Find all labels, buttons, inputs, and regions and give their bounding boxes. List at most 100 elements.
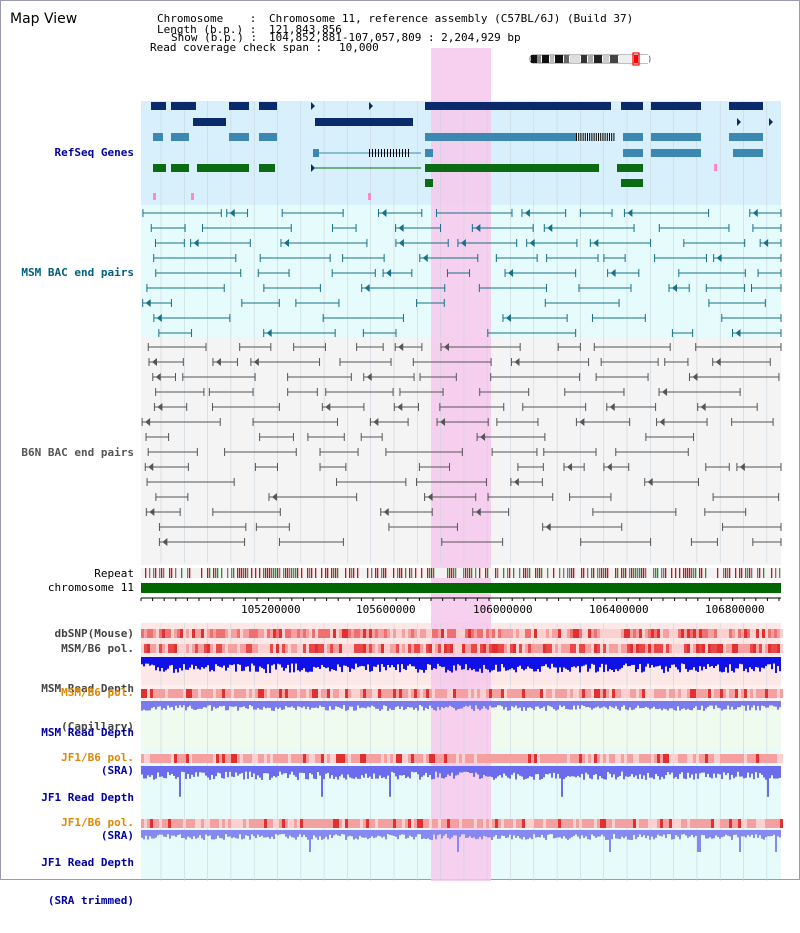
msm-depth-sra-bar bbox=[199, 701, 201, 709]
track-label-dbsnp[interactable]: dbSNP(Mouse) bbox=[54, 627, 134, 640]
jf1-b6-pol-cell bbox=[234, 754, 237, 763]
msm-b6-pol-cell bbox=[729, 644, 732, 653]
jf1-depth-bar bbox=[727, 766, 729, 774]
repeat-element bbox=[587, 568, 589, 578]
pink-feature bbox=[191, 193, 194, 200]
msm-depth-sra-bar bbox=[555, 701, 557, 711]
repeat-element bbox=[401, 568, 403, 578]
repeat-element bbox=[507, 568, 509, 578]
jf1-depth-bar bbox=[367, 766, 369, 778]
msm-depth-capillary-bar bbox=[225, 657, 227, 671]
track-label-jf1-read-depth[interactable]: JF1 Read Depth (SRA) bbox=[41, 767, 134, 868]
jf1-depth-bar bbox=[657, 766, 659, 777]
msm-depth-sra-bar bbox=[161, 701, 163, 710]
jf1-depth-trim-bar bbox=[765, 830, 767, 838]
repeat-element bbox=[169, 568, 171, 578]
b6n-bac-pair-arrow bbox=[443, 343, 449, 351]
msm-b6-pol-sra-cell bbox=[510, 689, 513, 698]
msm-b6-pol-sra-cell bbox=[282, 689, 285, 698]
jf1-depth-trim-bar bbox=[533, 830, 535, 835]
msm-b6-pol-sra-cell bbox=[177, 689, 180, 698]
msm-b6-pol-cell bbox=[423, 644, 426, 653]
jf1-depth-bar bbox=[329, 766, 331, 779]
jf1-b6-pol-trim-cell bbox=[207, 819, 210, 828]
track-label-msm-bac-end-pairs[interactable]: MSM BAC end pairs bbox=[21, 266, 134, 279]
msm-depth-capillary-bar bbox=[779, 657, 781, 672]
track-label-refseq-genes[interactable]: RefSeq Genes bbox=[54, 146, 134, 159]
jf1-depth-bar bbox=[491, 766, 493, 778]
msm-depth-capillary-bar bbox=[399, 657, 401, 673]
track-label-msm-b6-pol[interactable]: MSM/B6 pol. bbox=[61, 642, 134, 655]
gene-exon bbox=[729, 102, 763, 110]
track-label-chromosome[interactable]: chromosome 11 bbox=[47, 581, 134, 594]
msm-b6-pol-sra-cell bbox=[195, 689, 198, 698]
msm-b6-pol-cell bbox=[405, 644, 408, 653]
msm-b6-pol-cell bbox=[750, 644, 753, 653]
msm-b6-pol-sra-cell bbox=[246, 689, 249, 698]
exon-tick bbox=[584, 133, 586, 141]
jf1-depth-trim-bar bbox=[573, 830, 575, 836]
msm-b6-pol-sra-cell bbox=[462, 689, 465, 698]
jf1-b6-pol-cell bbox=[366, 754, 369, 763]
jf1-depth-bar bbox=[155, 766, 157, 779]
jf1-depth-trim-bar bbox=[401, 830, 403, 835]
genome-tracks-canvas[interactable] bbox=[1, 1, 800, 881]
msm-depth-capillary-bar bbox=[219, 657, 221, 667]
msm-b6-pol-sra-cell bbox=[630, 689, 633, 698]
jf1-depth-trim-bar bbox=[763, 830, 765, 840]
track-label-jf1-b6-pol-trimmed[interactable]: JF1/B6 pol. bbox=[61, 816, 134, 829]
repeat-element bbox=[335, 568, 337, 578]
track-label-jf1-b6-pol[interactable]: JF1/B6 pol. bbox=[61, 751, 134, 764]
dbsnp-cell bbox=[441, 629, 444, 638]
jf1-depth-bar bbox=[685, 766, 687, 780]
jf1-b6-pol-cell bbox=[600, 754, 603, 763]
track-label-msm-b6-pol-sra[interactable]: MSM/B6 pol. bbox=[61, 686, 134, 699]
msm-depth-sra-bar bbox=[641, 701, 643, 709]
msm-b6-pol-cell bbox=[345, 644, 348, 653]
jf1-depth-trim-bar bbox=[271, 830, 273, 837]
msm-b6-pol-sra-cell bbox=[624, 689, 627, 698]
msm-b6-pol-cell bbox=[141, 644, 144, 653]
track-label-jf1-read-depth-trimmed[interactable]: JF1 Read Depth (SRA trimmed) bbox=[41, 832, 134, 933]
dbsnp-cell bbox=[150, 629, 153, 638]
msm-depth-capillary-bar bbox=[761, 657, 763, 668]
jf1-depth-bar bbox=[353, 766, 355, 779]
msm-depth-capillary-bar bbox=[567, 657, 569, 670]
jf1-depth-trim-bar bbox=[493, 830, 495, 837]
msm-depth-capillary-bar bbox=[699, 657, 701, 667]
track-label-msm-read-depth-capillary[interactable]: MSM Read Depth (Capillary) bbox=[41, 658, 134, 759]
length-key: Length (b.p.) : bbox=[157, 23, 257, 36]
track-label-b6n-bac-end-pairs[interactable]: B6N BAC end pairs bbox=[21, 446, 134, 459]
jf1-b6-pol-trim-cell bbox=[609, 819, 612, 828]
msm-depth-sra-bar bbox=[365, 701, 367, 709]
jf1-b6-pol-cell bbox=[357, 754, 360, 763]
msm-b6-pol-cell bbox=[258, 644, 261, 653]
msm-depth-capillary-bar bbox=[327, 657, 329, 668]
track-label-msm-read-depth-sra[interactable]: MSM Read Depth (SRA) bbox=[41, 702, 134, 803]
jf1-depth-bar bbox=[223, 766, 225, 779]
gene-exon bbox=[171, 164, 189, 172]
jf1-b6-pol-trim-cell bbox=[444, 819, 447, 828]
jf1-depth-bar bbox=[721, 766, 723, 780]
dbsnp-cell bbox=[732, 629, 735, 638]
msm-depth-sra-bar bbox=[193, 701, 195, 710]
msm-b6-pol-cell bbox=[501, 644, 504, 653]
msm-depth-capillary-bar bbox=[455, 657, 457, 671]
msm-b6-pol-sra-cell bbox=[513, 689, 516, 698]
msm-b6-pol-sra-cell bbox=[228, 689, 231, 698]
msm-bac-pair-arrow bbox=[716, 254, 722, 262]
msm-depth-sra-bar bbox=[279, 701, 281, 708]
jf1-b6-pol-trim-cell bbox=[495, 819, 498, 828]
msm-b6-pol-cell bbox=[237, 644, 240, 653]
msm-b6-pol-sra-cell bbox=[288, 689, 291, 698]
repeat-element bbox=[187, 568, 189, 578]
jf1-depth-trim-bar bbox=[349, 830, 351, 836]
dbsnp-cell bbox=[288, 629, 291, 638]
track-label-repeat[interactable]: Repeat bbox=[94, 567, 134, 580]
dbsnp-cell bbox=[300, 629, 303, 638]
chromosome-ideogram[interactable] bbox=[529, 51, 659, 67]
dbsnp-cell bbox=[747, 629, 750, 638]
msm-depth-capillary-bar bbox=[413, 657, 415, 667]
jf1-depth-trim-bar bbox=[469, 830, 471, 837]
msm-depth-capillary-bar bbox=[757, 657, 759, 668]
